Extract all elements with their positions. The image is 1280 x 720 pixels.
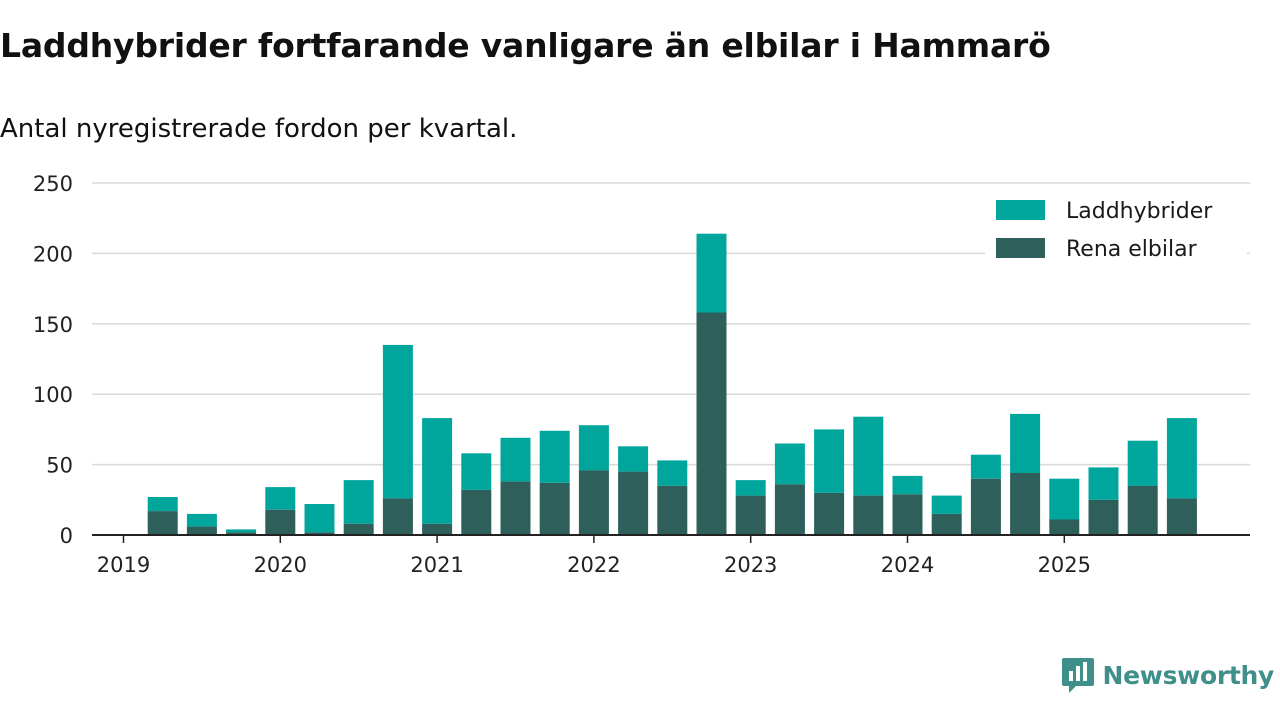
y-tick-label: 200 — [33, 242, 73, 266]
bar-laddhybrider — [343, 480, 374, 524]
bar-rena-elbilar — [1088, 499, 1119, 535]
bar-rena-elbilar — [382, 498, 413, 535]
x-tick-label: 2021 — [410, 553, 463, 577]
bar-rena-elbilar — [578, 470, 609, 535]
bar-rena-elbilar — [147, 511, 178, 535]
bar-rena-elbilar — [343, 523, 374, 535]
y-tick-label: 150 — [33, 313, 73, 337]
x-tick-label: 2019 — [97, 553, 150, 577]
x-tick-label: 2022 — [567, 553, 620, 577]
bar-laddhybrider — [539, 430, 570, 483]
newsworthy-brand: Newsworthy — [1061, 656, 1275, 694]
bar-laddhybrider — [226, 529, 257, 533]
bar-rena-elbilar — [265, 509, 296, 535]
bar-rena-elbilar — [539, 482, 570, 535]
bar-laddhybrider — [1088, 467, 1119, 500]
bar-rena-elbilar — [735, 495, 766, 535]
bar-rena-elbilar — [500, 481, 531, 535]
stacked-bar-chart: 0 50 100 150 200 250 2019 2020 2021 2022 2023 2024… — [33, 172, 1250, 577]
bar-rena-elbilar — [186, 526, 217, 535]
x-axis-tick-labels: 2019 2020 2021 2022 2023 2024 2025 — [97, 553, 1091, 577]
legend-label: Laddhybrider — [1066, 199, 1213, 224]
bar-laddhybrider — [461, 453, 492, 490]
bar-rena-elbilar — [853, 495, 884, 535]
y-tick-label: 100 — [33, 383, 73, 407]
bar-rena-elbilar — [304, 532, 335, 535]
bar-rena-elbilar — [1127, 485, 1158, 535]
bars — [147, 233, 1197, 535]
bar-laddhybrider — [422, 418, 453, 524]
bar-laddhybrider — [265, 487, 296, 510]
y-tick-label: 50 — [46, 454, 73, 478]
x-tick-label: 2024 — [881, 553, 934, 577]
brand-name: Newsworthy — [1102, 660, 1275, 690]
x-tick-label: 2025 — [1038, 553, 1091, 577]
bar-laddhybrider — [618, 446, 649, 472]
bar-laddhybrider — [382, 344, 413, 499]
bar-laddhybrider — [500, 437, 531, 482]
legend-swatch — [996, 200, 1045, 220]
bar-rena-elbilar — [657, 485, 688, 535]
x-tick-label: 2020 — [254, 553, 307, 577]
bar-rena-elbilar — [226, 532, 257, 535]
legend-swatch — [996, 238, 1045, 258]
bar-laddhybrider — [1049, 478, 1080, 520]
bar-laddhybrider — [1010, 413, 1041, 473]
bar-laddhybrider — [304, 504, 335, 533]
bar-rena-elbilar — [461, 489, 492, 535]
bar-laddhybrider — [578, 425, 609, 471]
bar-rena-elbilar — [931, 513, 962, 535]
chart-title: Laddhybrider fortfarande vanligare än el… — [0, 26, 1051, 65]
bar-laddhybrider — [735, 480, 766, 496]
y-axis-tick-labels: 0 50 100 150 200 250 — [33, 172, 73, 548]
bar-rena-elbilar — [618, 471, 649, 535]
bar-laddhybrider — [1127, 440, 1158, 486]
bar-laddhybrider — [814, 429, 845, 493]
bar-rena-elbilar — [696, 312, 727, 535]
chart-subtitle: Antal nyregistrerade fordon per kvartal. — [0, 114, 518, 144]
bar-rena-elbilar — [970, 478, 1001, 535]
bar-laddhybrider — [1166, 418, 1197, 499]
bar-laddhybrider — [931, 495, 962, 514]
x-axis — [92, 534, 1250, 543]
bar-laddhybrider — [892, 475, 923, 495]
newsworthy-logo-icon — [1061, 658, 1094, 693]
bar-laddhybrider — [147, 497, 178, 512]
y-tick-label: 250 — [33, 172, 73, 196]
y-tick-label: 0 — [60, 524, 73, 548]
bar-laddhybrider — [696, 233, 727, 313]
bar-rena-elbilar — [422, 523, 453, 535]
x-tick-label: 2023 — [724, 553, 777, 577]
bar-rena-elbilar — [774, 484, 805, 535]
bar-laddhybrider — [970, 454, 1001, 479]
bar-laddhybrider — [853, 416, 884, 496]
bar-laddhybrider — [186, 513, 217, 527]
bar-laddhybrider — [774, 443, 805, 485]
bar-rena-elbilar — [892, 494, 923, 535]
bar-rena-elbilar — [1166, 498, 1197, 535]
legend-label: Rena elbilar — [1066, 237, 1198, 262]
bar-rena-elbilar — [1010, 473, 1041, 535]
legend: Laddhybrider Rena elbilar — [985, 190, 1247, 266]
bar-laddhybrider — [657, 460, 688, 486]
bar-rena-elbilar — [1049, 519, 1080, 535]
bar-rena-elbilar — [814, 492, 845, 535]
